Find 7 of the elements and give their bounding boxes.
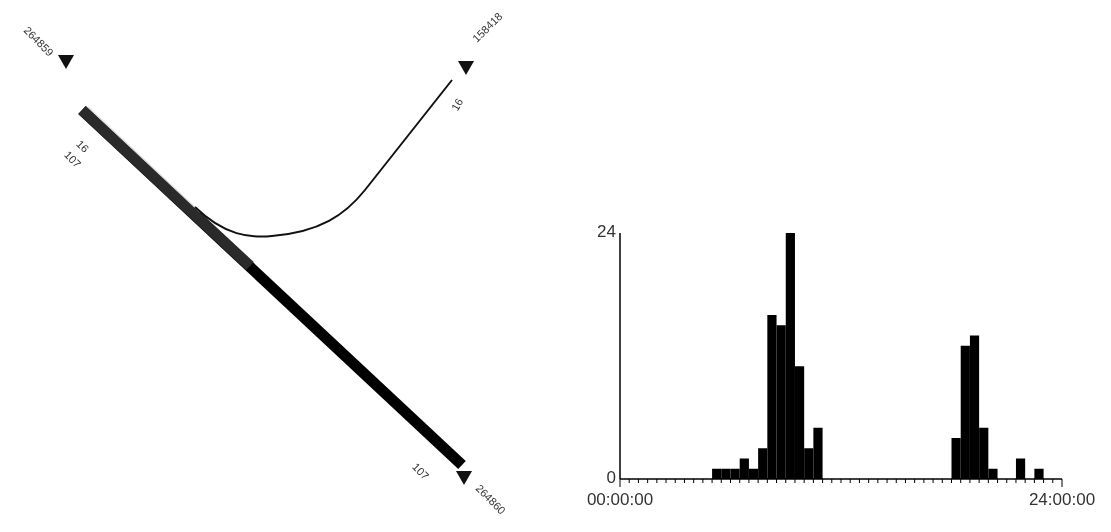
y-tick-label: 24 <box>597 222 616 242</box>
x-tick-label: 24:00:00 <box>1028 490 1096 509</box>
text: 16 <box>74 137 92 155</box>
text: 16 <box>448 96 466 113</box>
x-tick-label: 00:00:00 <box>586 490 654 509</box>
text: 107 <box>410 460 432 482</box>
y-tick-label: 0 <box>606 468 616 488</box>
